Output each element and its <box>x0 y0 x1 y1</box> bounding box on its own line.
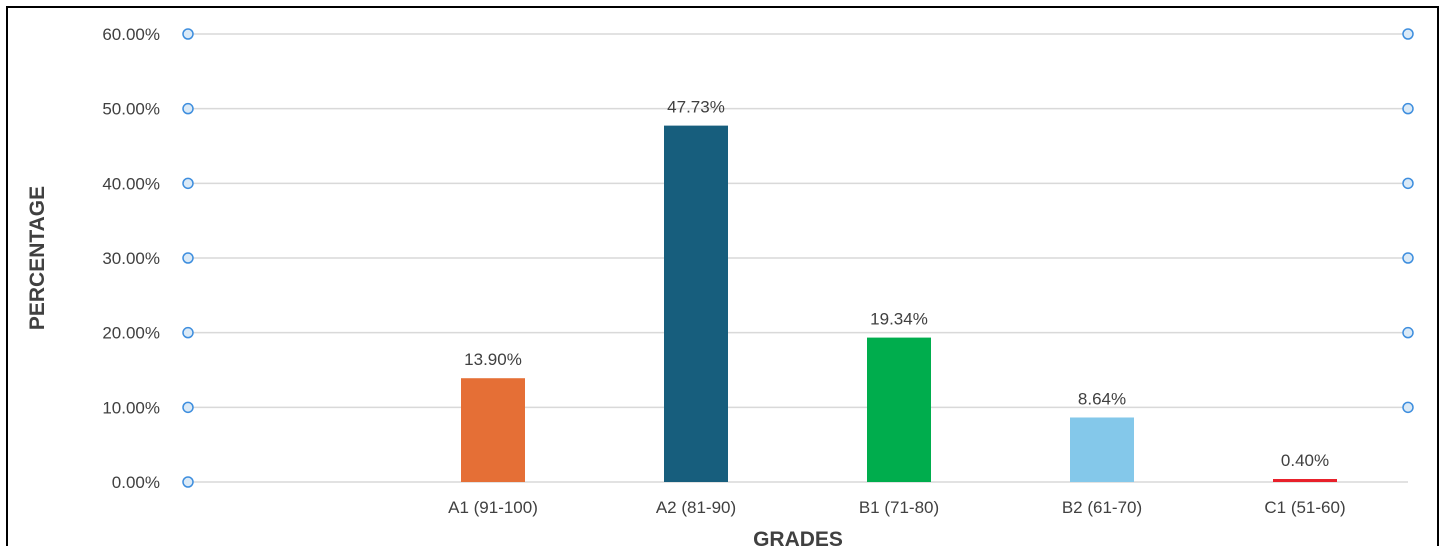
x-tick-label: B1 (71-80) <box>859 498 939 517</box>
selection-handle[interactable] <box>182 476 194 488</box>
selection-handle[interactable] <box>1402 401 1414 414</box>
x-tick-label: A1 (91-100) <box>448 498 538 517</box>
data-labels: 13.90% 47.73% 19.34% 8.64% 0.40% <box>464 98 1329 470</box>
bars <box>461 125 1337 482</box>
selection-handle[interactable] <box>1402 28 1414 40</box>
selection-handle[interactable] <box>1402 326 1414 339</box>
selection-handle[interactable] <box>182 252 194 264</box>
y-tick-label: 10.00% <box>102 398 160 417</box>
bar <box>664 125 728 482</box>
bar <box>1273 479 1337 482</box>
x-tick-label: C1 (51-60) <box>1264 498 1345 517</box>
x-tick-label: B2 (61-70) <box>1062 498 1142 517</box>
selection-handle[interactable] <box>182 28 194 40</box>
data-label: 19.34% <box>870 310 928 329</box>
selection-handles[interactable] <box>182 28 1414 488</box>
selection-handle[interactable] <box>1402 177 1414 190</box>
selection-handle[interactable] <box>182 102 194 115</box>
selection-handle[interactable] <box>1402 102 1414 115</box>
y-tick-label: 60.00% <box>102 25 160 44</box>
bar <box>867 337 931 482</box>
selection-handle[interactable] <box>182 401 194 414</box>
y-tick-label: 40.00% <box>102 174 160 193</box>
selection-handle[interactable] <box>182 177 194 190</box>
y-axis-tick-labels: 0.00% 10.00% 20.00% 30.00% 40.00% 50.00% 60.00… <box>102 25 160 492</box>
x-axis-tick-labels: A1 (91-100) A2 (81-90) B1 (71-80) B2 (61-70… <box>448 498 1346 517</box>
bar <box>461 378 525 482</box>
y-tick-label: 50.00% <box>102 100 160 119</box>
y-tick-label: 0.00% <box>112 473 160 492</box>
y-tick-label: 30.00% <box>102 249 160 268</box>
gridlines <box>188 33 1408 483</box>
data-label: 8.64% <box>1078 389 1126 408</box>
bar <box>1070 417 1134 482</box>
selection-handle[interactable] <box>1402 252 1414 264</box>
x-axis-title: GRADES <box>753 528 843 548</box>
x-tick-label: A2 (81-90) <box>656 498 736 517</box>
data-label: 0.40% <box>1281 451 1329 470</box>
y-tick-label: 20.00% <box>102 324 160 343</box>
data-label: 13.90% <box>464 350 522 369</box>
y-axis-title: PERCENTAGE <box>26 186 49 330</box>
selection-handle[interactable] <box>182 326 194 339</box>
data-label: 47.73% <box>667 98 725 117</box>
